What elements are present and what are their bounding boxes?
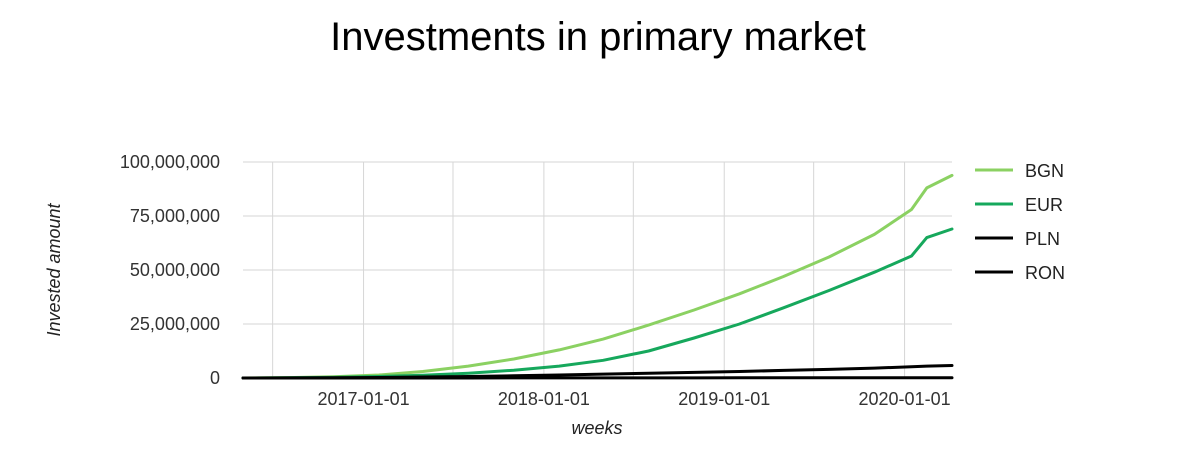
x-tick-label: 2018-01-01 bbox=[498, 389, 590, 409]
y-tick-label: 50,000,000 bbox=[130, 260, 220, 280]
y-tick-label: 25,000,000 bbox=[130, 314, 220, 334]
legend: BGN EUR PLN RON bbox=[975, 161, 1065, 283]
y-axis-title: Invested amount bbox=[44, 202, 64, 336]
chart-title: Investments in primary market bbox=[330, 15, 866, 59]
series-lines bbox=[241, 173, 954, 380]
x-tick-labels: 2017-01-01 2018-01-01 2019-01-01 2020-01-01 bbox=[318, 389, 951, 409]
grid bbox=[243, 161, 952, 379]
x-tick-label: 2020-01-01 bbox=[859, 389, 951, 409]
y-tick-label: 0 bbox=[210, 368, 220, 388]
series-line-eur bbox=[241, 227, 954, 380]
x-axis-title: weeks bbox=[571, 418, 622, 438]
series-line-bgn bbox=[241, 173, 954, 380]
y-tick-labels: 0 25,000,000 50,000,000 75,000,000 100,000,0… bbox=[120, 152, 220, 388]
legend-label: RON bbox=[1025, 263, 1065, 283]
legend-label: PLN bbox=[1025, 229, 1060, 249]
x-tick-label: 2019-01-01 bbox=[678, 389, 770, 409]
legend-label: EUR bbox=[1025, 195, 1063, 215]
legend-label: BGN bbox=[1025, 161, 1064, 181]
y-tick-label: 75,000,000 bbox=[130, 206, 220, 226]
x-tick-label: 2017-01-01 bbox=[318, 389, 410, 409]
y-tick-label: 100,000,000 bbox=[120, 152, 220, 172]
